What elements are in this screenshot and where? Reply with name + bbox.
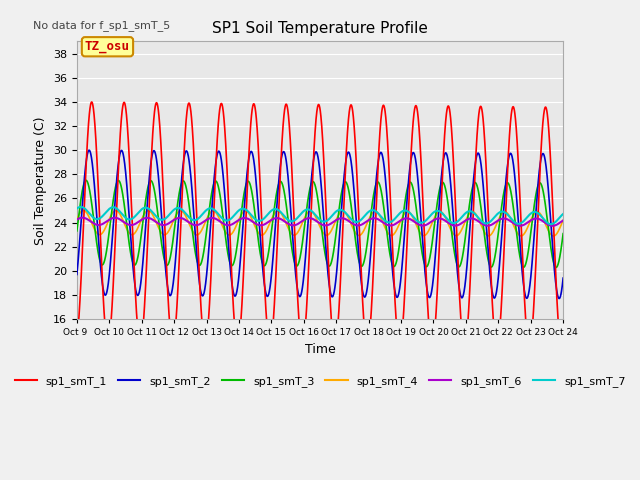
sp1_smT_4 <box>79 207 87 213</box>
Line: sp1_smT_2: sp1_smT_2 <box>77 150 563 299</box>
sp1_smT_3 <box>73 228 81 234</box>
sp1_smT_3 <box>281 191 289 197</box>
Line: sp1_smT_4: sp1_smT_4 <box>77 210 563 236</box>
sp1_smT_7 <box>281 214 289 219</box>
Line: sp1_smT_1: sp1_smT_1 <box>77 102 563 348</box>
sp1_smT_3 <box>82 178 90 183</box>
sp1_smT_3 <box>129 259 136 264</box>
sp1_smT_3 <box>157 239 165 245</box>
sp1_smT_7 <box>129 216 136 221</box>
sp1_smT_2 <box>129 258 136 264</box>
sp1_smT_2 <box>556 296 563 301</box>
sp1_smT_6 <box>73 216 81 222</box>
sp1_smT_7 <box>550 220 557 226</box>
sp1_smT_4 <box>497 212 505 217</box>
sp1_smT_6 <box>559 217 567 223</box>
sp1_smT_7 <box>73 205 81 211</box>
sp1_smT_2 <box>73 272 81 277</box>
Line: sp1_smT_7: sp1_smT_7 <box>77 207 563 224</box>
sp1_smT_7 <box>497 209 505 215</box>
sp1_smT_1 <box>88 99 95 105</box>
sp1_smT_2 <box>157 211 165 216</box>
sp1_smT_6 <box>157 222 165 228</box>
sp1_smT_1 <box>73 336 81 342</box>
sp1_smT_6 <box>497 216 505 222</box>
sp1_smT_2 <box>497 238 505 243</box>
sp1_smT_2 <box>559 275 567 281</box>
sp1_smT_6 <box>548 223 556 228</box>
sp1_smT_1 <box>260 259 268 265</box>
sp1_smT_2 <box>85 147 93 153</box>
sp1_smT_2 <box>281 150 289 156</box>
sp1_smT_1 <box>281 107 289 113</box>
sp1_smT_4 <box>260 231 268 237</box>
sp1_smT_7 <box>260 216 268 222</box>
Y-axis label: Soil Temperature (C): Soil Temperature (C) <box>35 116 47 244</box>
sp1_smT_1 <box>559 341 567 347</box>
sp1_smT_6 <box>79 215 86 221</box>
sp1_smT_4 <box>550 233 557 239</box>
X-axis label: Time: Time <box>305 343 335 356</box>
Line: sp1_smT_3: sp1_smT_3 <box>77 180 563 267</box>
sp1_smT_4 <box>129 232 136 238</box>
sp1_smT_1 <box>558 346 566 351</box>
Title: SP1 Soil Temperature Profile: SP1 Soil Temperature Profile <box>212 21 428 36</box>
sp1_smT_4 <box>73 216 81 222</box>
sp1_smT_6 <box>550 223 557 228</box>
sp1_smT_6 <box>281 218 289 224</box>
sp1_smT_4 <box>550 233 557 239</box>
Line: sp1_smT_6: sp1_smT_6 <box>77 218 563 226</box>
sp1_smT_3 <box>559 231 567 237</box>
sp1_smT_2 <box>550 259 557 265</box>
sp1_smT_2 <box>260 274 268 279</box>
sp1_smT_6 <box>260 222 268 228</box>
sp1_smT_1 <box>157 149 165 155</box>
sp1_smT_3 <box>497 206 505 212</box>
sp1_smT_6 <box>129 222 136 228</box>
sp1_smT_4 <box>281 217 289 223</box>
sp1_smT_7 <box>559 211 567 217</box>
Text: No data for f_sp1_smT_5: No data for f_sp1_smT_5 <box>33 20 170 31</box>
sp1_smT_1 <box>129 227 136 233</box>
Text: TZ_osu: TZ_osu <box>85 40 130 53</box>
sp1_smT_7 <box>157 217 165 223</box>
sp1_smT_1 <box>550 227 557 233</box>
sp1_smT_4 <box>559 217 567 223</box>
Legend: sp1_smT_1, sp1_smT_2, sp1_smT_3, sp1_smT_4, sp1_smT_6, sp1_smT_7: sp1_smT_1, sp1_smT_2, sp1_smT_3, sp1_smT… <box>10 372 630 391</box>
sp1_smT_3 <box>552 264 560 270</box>
sp1_smT_3 <box>550 260 557 266</box>
sp1_smT_7 <box>547 221 555 227</box>
sp1_smT_4 <box>157 230 165 236</box>
sp1_smT_1 <box>497 303 505 309</box>
sp1_smT_3 <box>260 263 268 268</box>
sp1_smT_7 <box>77 204 84 210</box>
